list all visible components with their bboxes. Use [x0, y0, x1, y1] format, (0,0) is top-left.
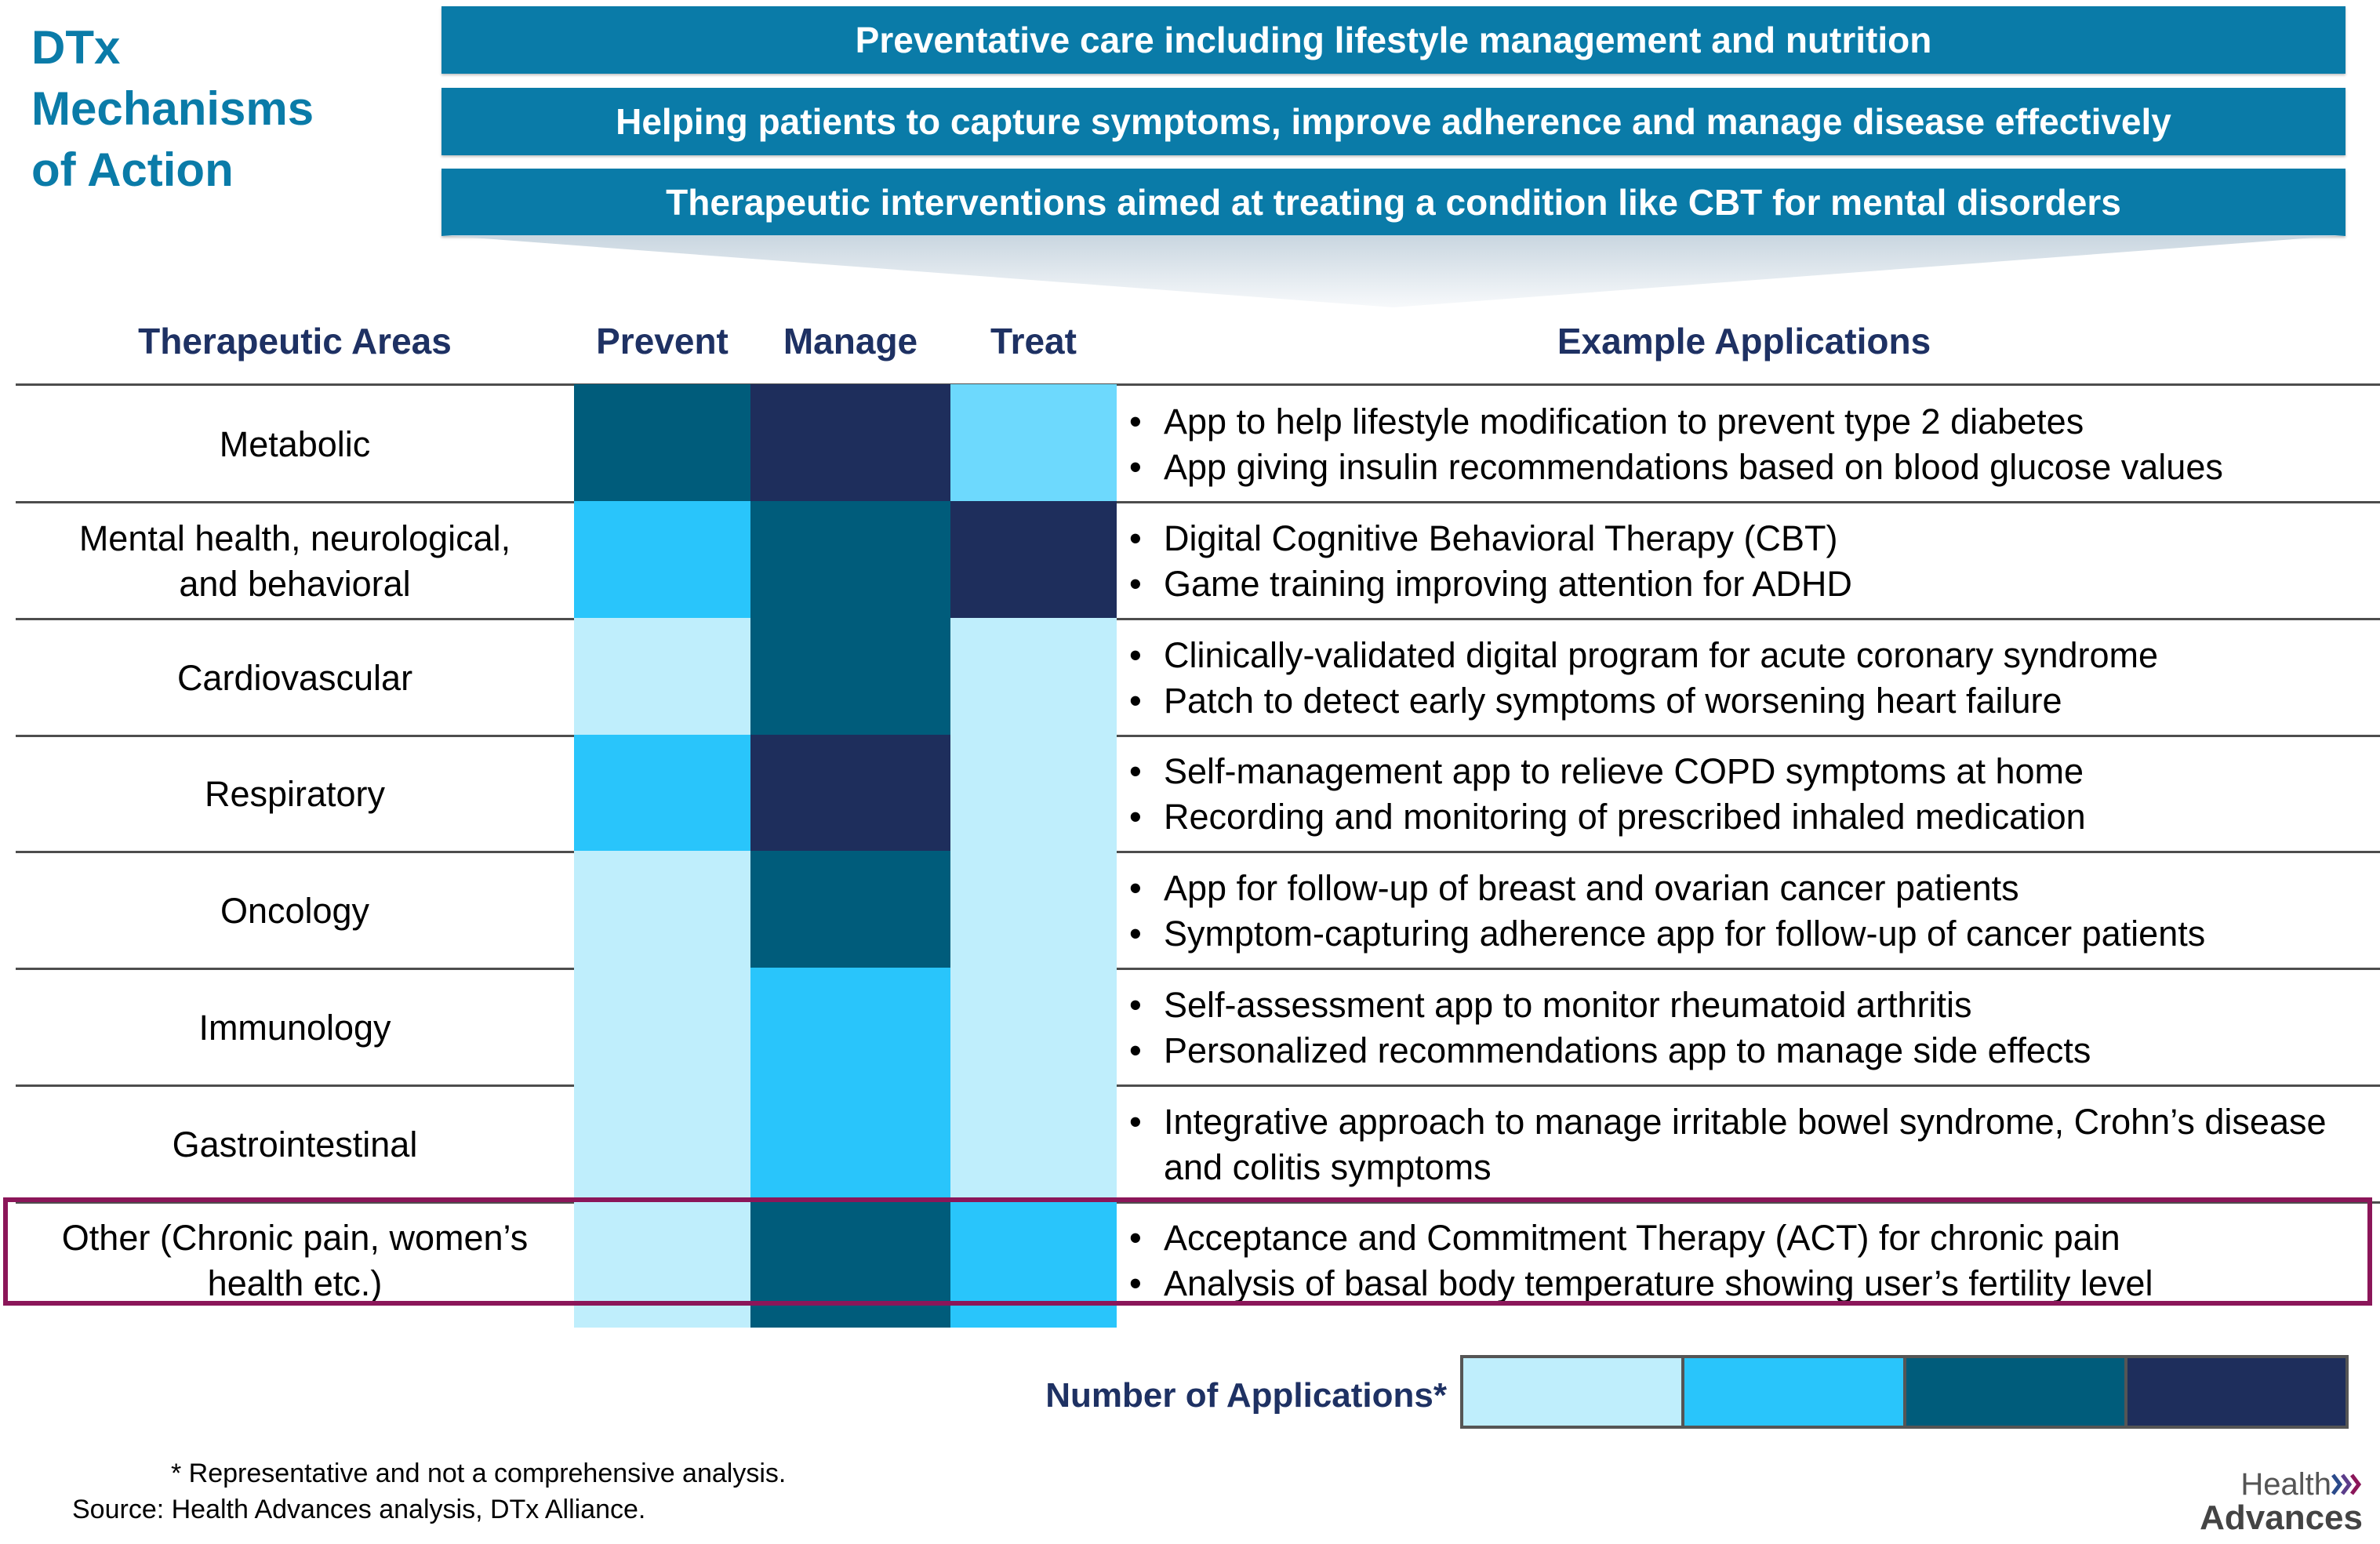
- row-divider: [16, 618, 2380, 620]
- therapeutic-area-label: Respiratory: [16, 736, 574, 852]
- example-applications: Acceptance and Commitment Therapy (ACT) …: [1123, 1203, 2378, 1318]
- legend-label: Number of Applications*: [1045, 1376, 1447, 1415]
- application-bullet: Game training improving attention for AD…: [1123, 561, 2378, 607]
- row-divider: [16, 1084, 2380, 1087]
- table-header-divider: [16, 383, 2380, 386]
- treat-cell: [950, 384, 1117, 503]
- mechanism-bar-manage: Helping patients to capture symptoms, im…: [441, 88, 2345, 155]
- header-manage: Manage: [783, 321, 918, 361]
- area-label-line: Cardiovascular: [176, 657, 413, 698]
- treat-cell: [950, 1201, 1117, 1328]
- application-bullet: Digital Cognitive Behavioral Therapy (CB…: [1123, 516, 2378, 561]
- therapeutic-area-label: Immunology: [16, 969, 574, 1086]
- row-divider: [16, 1201, 2380, 1204]
- application-bullet: App for follow-up of breast and ovarian …: [1123, 866, 2378, 911]
- prevent-cell: [574, 384, 750, 503]
- prevent-cell: [574, 851, 750, 969]
- legend-scale: [1460, 1355, 2349, 1429]
- footnote: * Representative and not a comprehensive…: [171, 1459, 787, 1488]
- example-applications: Digital Cognitive Behavioral Therapy (CB…: [1123, 503, 2378, 619]
- health-advances-logo: Health Advances: [2190, 1466, 2363, 1537]
- prevent-cell: [574, 968, 750, 1086]
- manage-cell: [750, 618, 950, 736]
- prevent-cell: [574, 1201, 750, 1328]
- application-bullet: Analysis of basal body temperature showi…: [1123, 1261, 2378, 1306]
- area-label-line: Other (Chronic pain, women’s: [61, 1217, 529, 1258]
- application-bullet: Clinically-validated digital program for…: [1123, 633, 2378, 678]
- therapeutic-area-label: Metabolic: [16, 386, 574, 503]
- manage-cell: [750, 1201, 950, 1328]
- chevrons-icon: [2331, 1473, 2361, 1495]
- row-divider: [16, 851, 2380, 853]
- logo-text-advances: Advances: [2200, 1499, 2363, 1537]
- application-bullet: Self-management app to relieve COPD symp…: [1123, 749, 2378, 794]
- treat-cell: [950, 968, 1117, 1086]
- area-label-line: Mental health, neurological,: [78, 518, 511, 558]
- manage-cell: [750, 735, 950, 852]
- title-line-1: DTx: [31, 21, 121, 74]
- legend-swatch-level-3: [1906, 1358, 2127, 1426]
- manage-cell: [750, 1084, 950, 1203]
- header-example-applications: Example Applications: [1557, 321, 1931, 361]
- manage-cell: [750, 968, 950, 1086]
- example-applications: Self-management app to relieve COPD symp…: [1123, 736, 2378, 852]
- example-applications: Clinically-validated digital program for…: [1123, 619, 2378, 736]
- application-bullet: Symptom-capturing adherence app for foll…: [1123, 911, 2378, 957]
- highlight-box: [3, 1197, 2372, 1306]
- application-bullet: App giving insulin recommendations based…: [1123, 445, 2378, 490]
- legend-swatch-level-2: [1684, 1358, 1906, 1426]
- header-treat: Treat: [990, 321, 1077, 361]
- header-therapeutic-areas: Therapeutic Areas: [138, 321, 452, 361]
- title-line-3: of Action: [31, 144, 234, 196]
- therapeutic-area-label: Oncology: [16, 852, 574, 969]
- application-bullet: Personalized recommendations app to mana…: [1123, 1028, 2378, 1074]
- application-bullet: Integrative approach to manage irritable…: [1123, 1099, 2378, 1190]
- example-applications: Self-assessment app to monitor rheumatoi…: [1123, 969, 2378, 1086]
- logo-text-health: Health: [2240, 1467, 2331, 1502]
- manage-cell: [750, 501, 950, 619]
- area-label-line: and behavioral: [179, 563, 411, 604]
- funnel-arrow: [441, 235, 2345, 307]
- therapeutic-area-label: Cardiovascular: [16, 619, 574, 736]
- row-divider: [16, 735, 2380, 737]
- example-applications: Integrative approach to manage irritable…: [1123, 1086, 2378, 1203]
- page-title: DTx Mechanisms of Action: [31, 17, 439, 201]
- treat-cell: [950, 851, 1117, 969]
- area-label-line: health etc.): [207, 1262, 383, 1303]
- title-line-2: Mechanisms: [31, 82, 314, 135]
- manage-cell: [750, 851, 950, 969]
- row-divider: [16, 501, 2380, 503]
- area-label-line: Respiratory: [204, 774, 386, 814]
- area-label-line: Metabolic: [219, 423, 371, 464]
- manage-cell: [750, 384, 950, 503]
- source-note: Source: Health Advances analysis, DTx Al…: [72, 1495, 646, 1524]
- prevent-cell: [574, 618, 750, 736]
- example-applications: App for follow-up of breast and ovarian …: [1123, 852, 2378, 969]
- treat-cell: [950, 618, 1117, 736]
- treat-cell: [950, 1084, 1117, 1203]
- prevent-cell: [574, 735, 750, 852]
- application-bullet: Self-assessment app to monitor rheumatoi…: [1123, 983, 2378, 1028]
- therapeutic-area-label: Gastrointestinal: [16, 1086, 574, 1203]
- therapeutic-area-label: Mental health, neurological, and behavior…: [16, 503, 574, 619]
- application-bullet: Acceptance and Commitment Therapy (ACT) …: [1123, 1215, 2378, 1261]
- therapeutic-area-label: Other (Chronic pain, women’s health etc.): [16, 1203, 574, 1318]
- mechanism-bar-prevent: Preventative care including lifestyle ma…: [441, 6, 2345, 74]
- row-divider: [16, 968, 2380, 970]
- example-applications: App to help lifestyle modification to pr…: [1123, 386, 2378, 503]
- area-label-line: Gastrointestinal: [172, 1124, 418, 1164]
- header-prevent: Prevent: [596, 321, 729, 361]
- treat-cell: [950, 501, 1117, 619]
- application-bullet: Patch to detect early symptoms of worsen…: [1123, 678, 2378, 724]
- prevent-cell: [574, 1084, 750, 1203]
- legend-swatch-level-1: [1463, 1358, 1685, 1426]
- mechanism-bar-treat: Therapeutic interventions aimed at treat…: [441, 169, 2345, 236]
- application-bullet: App to help lifestyle modification to pr…: [1123, 399, 2378, 445]
- application-bullet: Recording and monitoring of prescribed i…: [1123, 794, 2378, 840]
- area-label-line: Oncology: [220, 890, 370, 931]
- prevent-cell: [574, 501, 750, 619]
- legend-swatch-level-4: [2127, 1358, 2345, 1426]
- area-label-line: Immunology: [198, 1007, 391, 1048]
- treat-cell: [950, 735, 1117, 852]
